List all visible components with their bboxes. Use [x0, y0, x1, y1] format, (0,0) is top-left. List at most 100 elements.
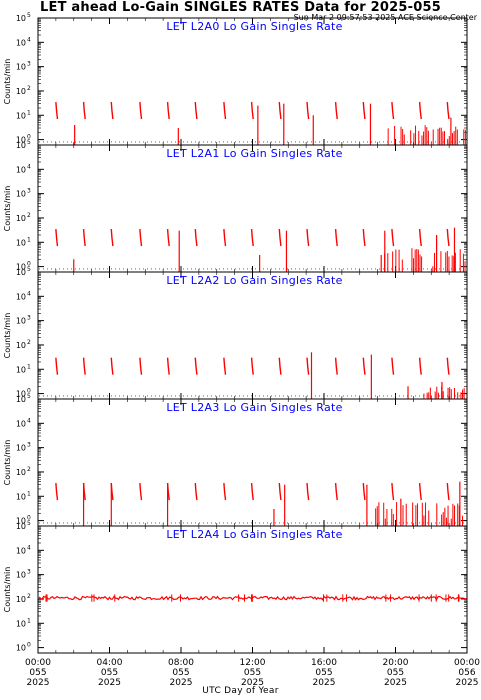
y-axis-label: Counts/min — [3, 186, 12, 232]
x-tick-doy: 055 — [387, 668, 404, 678]
x-tick-time: 08:00 — [168, 658, 194, 668]
x-tick-doy: 055 — [29, 668, 46, 678]
y-tick-exponent: 5 — [27, 12, 31, 19]
spike-mark — [166, 102, 170, 120]
x-tick-doy: 055 — [101, 668, 118, 678]
spike-mark — [194, 229, 198, 247]
panel-frame — [37, 144, 468, 273]
x-tick-doy: 055 — [172, 668, 189, 678]
spike-mark — [362, 102, 366, 120]
y-tick-label: 10 — [16, 444, 26, 453]
spike-mark — [139, 483, 143, 501]
y-tick-exponent: 1 — [27, 490, 31, 497]
spike-mark — [362, 357, 366, 375]
y-tick-label: 10 — [16, 365, 26, 374]
y-tick-label: 10 — [16, 419, 26, 428]
y-tick-exponent: 0 — [27, 642, 31, 649]
panel-title: LET L2A0 Lo Gain Singles Rate — [166, 20, 342, 33]
panel-title: LET L2A3 Lo Gain Singles Rate — [166, 401, 342, 414]
x-tick-year: 2025 — [170, 678, 193, 688]
spike-mark — [110, 357, 114, 375]
spike-mark — [334, 357, 338, 375]
spike-mark — [110, 229, 114, 247]
y-tick-exponent: 3 — [27, 315, 31, 322]
spike-mark — [250, 229, 254, 247]
spike-mark — [391, 102, 395, 120]
spike-mark — [391, 357, 395, 375]
x-tick-doy: 055 — [315, 668, 332, 678]
y-tick-label: 10 — [16, 141, 26, 150]
y-tick-label: 10 — [16, 63, 26, 72]
y-tick-exponent: 1 — [27, 363, 31, 370]
y-tick-exponent: 1 — [27, 236, 31, 243]
x-tick-time: 00:00 — [25, 658, 51, 668]
x-tick-time: 00:00 — [454, 658, 480, 668]
y-tick-label: 10 — [16, 546, 26, 555]
spike-mark — [306, 357, 310, 375]
x-tick-year: 2025 — [384, 678, 407, 688]
spike-mark — [139, 102, 143, 120]
y-tick-exponent: 4 — [27, 36, 31, 43]
y-tick-label: 10 — [16, 111, 26, 120]
panel-frame — [37, 525, 468, 654]
spike-mark — [334, 102, 338, 120]
y-tick-label: 10 — [16, 522, 26, 531]
spike-mark — [166, 229, 170, 247]
y-tick-exponent: 5 — [27, 139, 31, 146]
spike-mark — [278, 229, 282, 247]
spike-mark — [55, 229, 59, 247]
spike-mark — [418, 229, 422, 247]
spike-mark — [278, 483, 282, 501]
spike-mark — [446, 483, 450, 501]
series-data — [39, 352, 466, 399]
y-tick-label: 10 — [16, 190, 26, 199]
x-tick-time: 16:00 — [311, 658, 337, 668]
y-tick-label: 10 — [16, 38, 26, 47]
y-tick-label: 10 — [16, 571, 26, 580]
series-data — [39, 102, 466, 145]
panel-title: LET L2A2 Lo Gain Singles Rate — [166, 274, 342, 287]
y-tick-exponent: 5 — [27, 393, 31, 400]
y-tick-exponent: 4 — [27, 544, 31, 551]
spike-mark — [446, 102, 450, 120]
spike-mark — [194, 483, 198, 501]
y-tick-label: 10 — [16, 619, 26, 628]
y-axis-label: Counts/min — [3, 567, 12, 613]
spike-mark — [362, 483, 366, 501]
panel-title: LET L2A4 Lo Gain Singles Rate — [166, 528, 342, 541]
spike-mark — [446, 229, 450, 247]
y-tick-exponent: 2 — [27, 466, 31, 473]
x-tick-doy: 055 — [244, 668, 261, 678]
y-tick-exponent: 4 — [27, 417, 31, 424]
spike-mark — [306, 102, 310, 120]
y-axis-label: Counts/min — [3, 313, 12, 359]
spike-mark — [391, 229, 395, 247]
y-tick-exponent: 3 — [27, 188, 31, 195]
y-tick-exponent: 0 — [27, 134, 31, 141]
y-tick-label: 10 — [16, 136, 26, 145]
y-tick-label: 10 — [16, 87, 26, 96]
x-tick-year: 2025 — [98, 678, 121, 688]
y-tick-exponent: 3 — [27, 61, 31, 68]
y-tick-label: 10 — [16, 214, 26, 223]
y-tick-label: 10 — [16, 390, 26, 399]
y-tick-exponent: 4 — [27, 290, 31, 297]
y-tick-exponent: 5 — [27, 266, 31, 273]
y-tick-label: 10 — [16, 468, 26, 477]
series-data — [39, 481, 466, 526]
spike-mark — [306, 229, 310, 247]
spike-mark — [278, 357, 282, 375]
spike-mark — [110, 102, 114, 120]
y-tick-label: 10 — [16, 14, 26, 23]
spike-mark — [418, 102, 422, 120]
y-tick-exponent: 4 — [27, 163, 31, 170]
y-axis-label: Counts/min — [3, 440, 12, 486]
